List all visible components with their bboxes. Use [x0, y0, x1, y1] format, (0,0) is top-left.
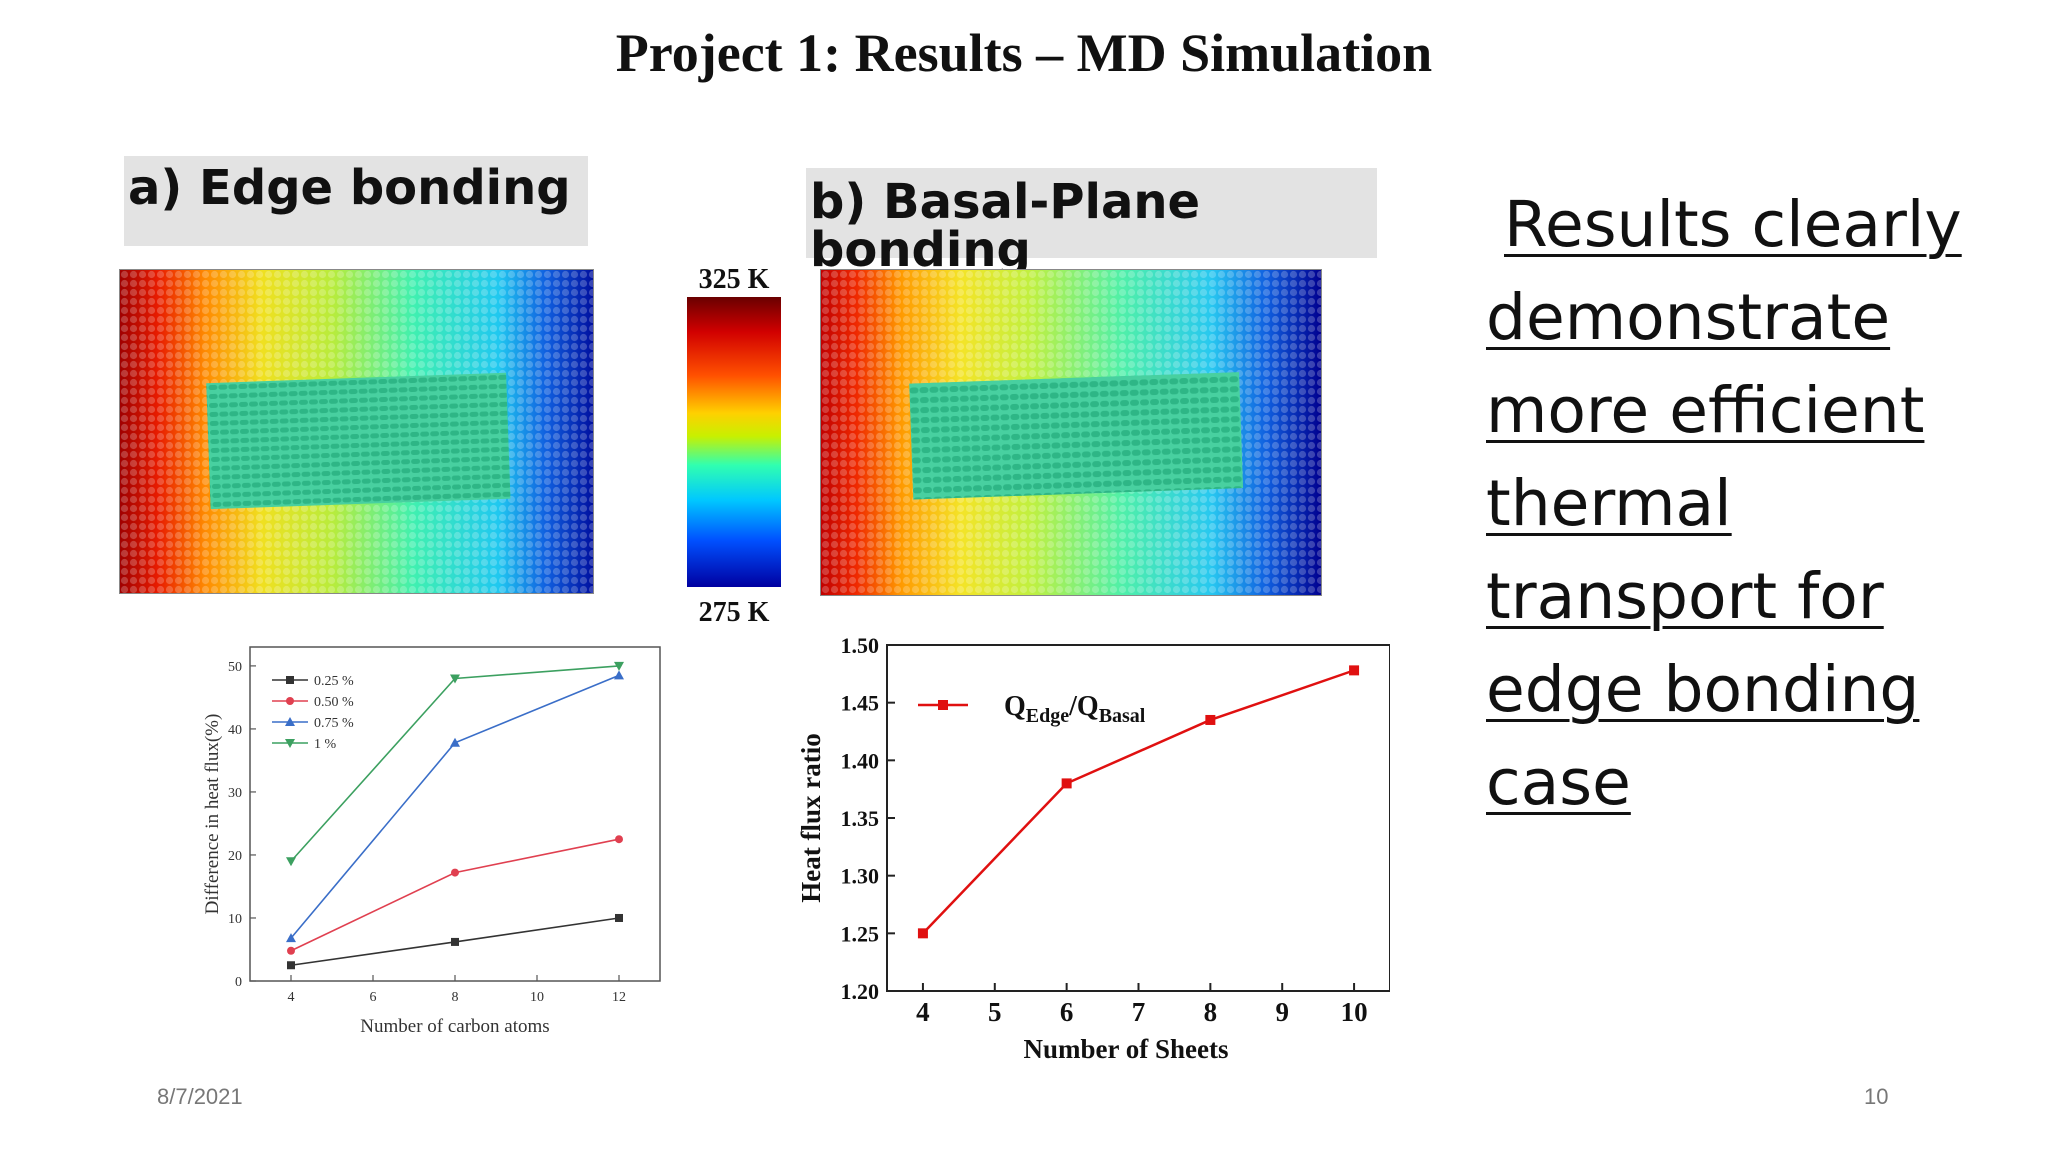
- legend-marker: [286, 697, 294, 705]
- conclusion-line: thermal: [1486, 467, 1732, 540]
- y-tick-label: 1.25: [841, 921, 880, 946]
- data-point: [1349, 665, 1360, 676]
- legend: QEdge/QBasal: [918, 691, 1146, 727]
- x-tick-label: 6: [370, 990, 377, 1005]
- conclusion-line: edge bonding: [1486, 653, 1920, 726]
- y-tick-label: 20: [228, 849, 242, 864]
- edge-bonding-simulation-image: [119, 269, 594, 594]
- data-point: [1061, 778, 1072, 789]
- conclusion-line: case: [1486, 746, 1631, 819]
- x-tick-label: 6: [1060, 997, 1074, 1027]
- x-tick-label: 10: [1341, 997, 1368, 1027]
- y-tick-label: 1.50: [841, 633, 880, 658]
- data-point: [286, 857, 296, 867]
- data-point: [286, 933, 296, 943]
- conclusion-line: Results clearly: [1504, 188, 1962, 261]
- colorbar-min-label: 275 K: [698, 597, 770, 628]
- slide-title: Project 1: Results – MD Simulation: [615, 23, 1433, 83]
- data-point: [1205, 714, 1216, 725]
- plot-area: [886, 644, 1390, 992]
- legend-label: 1 %: [314, 737, 337, 752]
- plot-area: [249, 646, 661, 982]
- y-tick-label: 1.40: [841, 748, 880, 773]
- y-tick-label: 30: [228, 786, 242, 801]
- legend-label: 0.75 %: [314, 716, 354, 731]
- footer-date: 8/7/2021: [157, 1084, 243, 1109]
- y-tick-label: 1.35: [841, 806, 880, 831]
- legend-marker: [938, 700, 948, 710]
- x-tick-label: 4: [288, 990, 295, 1005]
- legend-marker: [285, 717, 295, 726]
- legend-label: 0.25 %: [314, 674, 354, 689]
- basal-plane-simulation-image: [820, 269, 1322, 596]
- legend: 0.25 % 0.50 % 0.75 % 1 %: [272, 674, 354, 752]
- y-axis-label: Heat flux ratio: [796, 733, 826, 902]
- series-line: [290, 838, 620, 952]
- y-tick-label: 10: [228, 912, 242, 927]
- series-line: [922, 669, 1355, 935]
- x-axis-label: Number of carbon atoms: [360, 1016, 549, 1037]
- temperature-colorbar: [687, 297, 781, 587]
- legend-label: 0.50 %: [314, 695, 354, 710]
- edge-bonding-label: a) Edge bonding: [124, 156, 588, 246]
- x-tick-label: 10: [530, 990, 544, 1005]
- conclusion-line: transport for: [1486, 560, 1884, 633]
- page-number: 10: [1864, 1084, 1889, 1109]
- data-point: [287, 946, 295, 955]
- y-tick-label: 40: [228, 723, 242, 738]
- x-axis-label: Number of Sheets: [1024, 1034, 1229, 1064]
- data-point: [917, 928, 928, 939]
- y-tick-label: 1.30: [841, 864, 880, 889]
- data-point: [450, 737, 460, 747]
- conclusion-line: demonstrate: [1486, 281, 1891, 354]
- data-point: [614, 670, 624, 680]
- basal-plane-bonding-label: b) Basal-Plane bonding: [806, 168, 1377, 274]
- data-point: [615, 835, 623, 844]
- data-point: [615, 913, 623, 922]
- x-tick-label: 12: [612, 990, 626, 1005]
- x-tick-label: 9: [1275, 997, 1289, 1027]
- y-tick-label: 1.20: [841, 979, 880, 1004]
- x-tick-label: 4: [916, 997, 930, 1027]
- conclusion-text: Results clearly demonstrate more efficient…: [1486, 178, 2006, 829]
- data-point: [614, 661, 624, 671]
- colorbar-max-label: 325 K: [698, 264, 770, 295]
- legend-marker: [286, 676, 294, 684]
- heat-flux-ratio-chart: 4 5 6 7 8 9 10 1.20 1.25 1.30 1.35 1.40 1.45 1.50 QEd…: [796, 633, 1390, 1064]
- data-point: [451, 937, 459, 946]
- y-axis-label: Difference in heat flux(%): [202, 714, 223, 915]
- x-tick-label: 8: [452, 990, 459, 1005]
- y-tick-label: 0: [235, 975, 242, 990]
- y-tick-label: 1.45: [841, 691, 880, 716]
- x-tick-label: 5: [988, 997, 1002, 1027]
- data-point: [451, 868, 459, 877]
- y-tick-label: 50: [228, 660, 242, 675]
- x-tick-label: 7: [1132, 997, 1146, 1027]
- x-tick-label: 8: [1204, 997, 1218, 1027]
- heat-flux-difference-chart: 4 6 8 10 12 0 10 20 30 40 50 0.25 % 0.50 % 0.75 % 1 %…: [202, 646, 661, 1037]
- data-point: [287, 961, 295, 970]
- legend-label: QEdge/QBasal: [1004, 691, 1146, 727]
- conclusion-line: more efficient: [1486, 374, 1925, 447]
- legend-marker: [285, 739, 295, 748]
- data-point: [450, 674, 460, 684]
